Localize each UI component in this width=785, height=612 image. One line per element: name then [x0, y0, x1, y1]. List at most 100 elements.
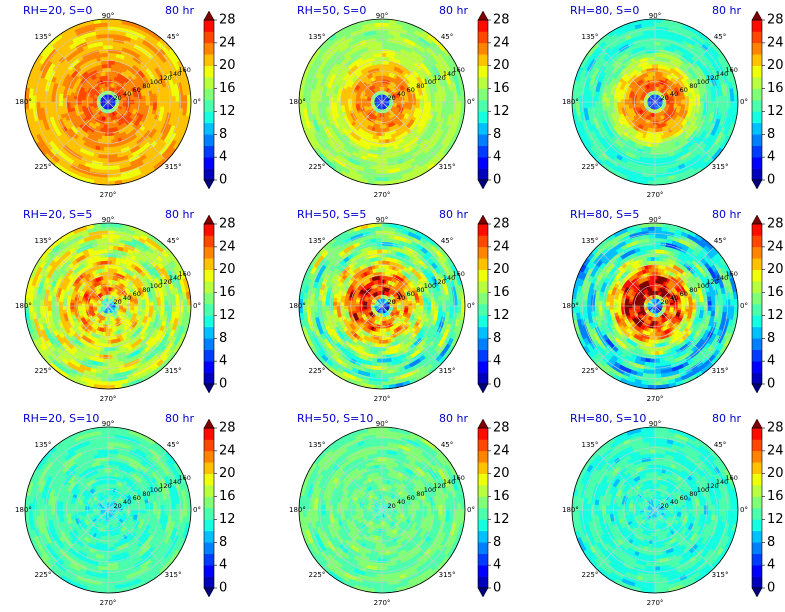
field-cell	[93, 94, 99, 98]
field-cell	[107, 22, 115, 27]
field-cell	[118, 96, 123, 100]
field-cell	[133, 106, 139, 110]
field-cell	[648, 177, 656, 182]
field-cell	[381, 22, 389, 27]
colorbar-swatch	[204, 20, 214, 32]
field-cell	[134, 125, 141, 132]
field-cell	[111, 108, 114, 113]
field-cell	[118, 88, 123, 93]
field-cell	[66, 91, 72, 96]
field-cell	[108, 124, 111, 129]
field-cell	[109, 109, 112, 114]
field-cell	[112, 153, 119, 159]
field-cell	[114, 95, 119, 99]
field-cell	[649, 165, 656, 171]
field-cell	[121, 108, 126, 112]
field-cell	[112, 87, 116, 93]
colorbar-tick-label: 16	[767, 81, 784, 96]
field-cell	[77, 151, 85, 158]
field-cell	[103, 154, 109, 159]
colorbar-tick-label: 4	[219, 150, 227, 165]
field-cell	[128, 109, 134, 114]
field-cell	[71, 88, 77, 94]
field-cell	[121, 107, 127, 111]
field-cell	[162, 111, 168, 118]
field-cell	[134, 101, 139, 105]
field-cell	[117, 107, 122, 111]
angle-tick-label: 180°	[289, 98, 306, 106]
field-cell	[94, 121, 99, 127]
field-cell	[106, 82, 108, 87]
field-cell	[100, 99, 105, 102]
field-cell	[96, 85, 101, 90]
field-cell	[117, 125, 122, 131]
field-cell	[648, 173, 656, 178]
angle-tick-label: 225°	[309, 163, 326, 171]
field-cell	[97, 105, 102, 108]
field-cell	[108, 154, 114, 159]
field-cell	[79, 147, 87, 154]
field-cell	[119, 110, 124, 115]
field-cell	[109, 94, 112, 99]
field-cell	[89, 95, 94, 99]
field-cell	[88, 102, 93, 104]
field-cell	[111, 112, 115, 117]
field-cell	[66, 102, 71, 107]
field-cell	[62, 105, 68, 111]
field-cell	[126, 44, 134, 51]
polar-panel: 20 40 60 80 1001201401600°45°90°135°180°225°…	[15, 4, 201, 199]
colorbar-swatch	[478, 42, 488, 55]
field-cell	[134, 104, 139, 108]
field-cell	[101, 64, 106, 69]
field-cell	[95, 113, 100, 118]
field-cell	[108, 102, 113, 104]
field-cell	[109, 94, 112, 99]
field-cell	[152, 105, 158, 111]
field-cell	[63, 109, 69, 115]
field-cell	[112, 92, 116, 97]
colorbar-tick-label: 0	[493, 173, 501, 188]
field-cell	[59, 89, 65, 95]
field-cell	[58, 105, 64, 112]
colorbar-tick-label: 8	[219, 127, 227, 142]
field-cell	[107, 26, 115, 31]
radial-tick-label: 60	[407, 86, 415, 94]
angle-tick-label: 135°	[309, 33, 326, 41]
field-cell	[92, 89, 97, 94]
angle-tick-label: 90°	[102, 12, 114, 20]
field-cell	[132, 91, 138, 96]
field-cell	[163, 106, 169, 113]
colorbar-swatch	[752, 20, 762, 32]
field-cell	[119, 99, 124, 102]
field-cell	[104, 82, 107, 88]
field-cell	[93, 95, 98, 99]
field-cell	[52, 71, 59, 79]
field-cell	[95, 57, 101, 63]
field-cell	[91, 109, 96, 114]
field-cell	[108, 97, 110, 102]
colorbar-tick-label: 24	[219, 35, 236, 50]
field-cell	[130, 99, 135, 102]
field-cell	[112, 157, 120, 163]
field-cell	[118, 97, 124, 101]
field-cell	[75, 112, 81, 117]
field-cell	[111, 103, 116, 106]
field-cell	[109, 90, 113, 95]
field-cell	[98, 106, 103, 110]
field-cell	[97, 138, 102, 144]
field-cell	[119, 78, 124, 84]
field-cell	[112, 107, 117, 111]
field-cell	[108, 94, 111, 99]
field-cell	[96, 97, 101, 101]
field-cell	[718, 101, 724, 108]
colorbar-extend-min	[477, 179, 489, 190]
field-cell	[118, 129, 123, 135]
field-cell	[122, 103, 128, 106]
angle-tick-label: 45°	[714, 33, 726, 41]
field-cell	[101, 87, 105, 92]
field-cell	[99, 115, 103, 121]
field-cell	[141, 104, 147, 109]
field-cell	[96, 103, 101, 107]
field-cell	[93, 88, 98, 93]
field-cell	[117, 87, 122, 92]
